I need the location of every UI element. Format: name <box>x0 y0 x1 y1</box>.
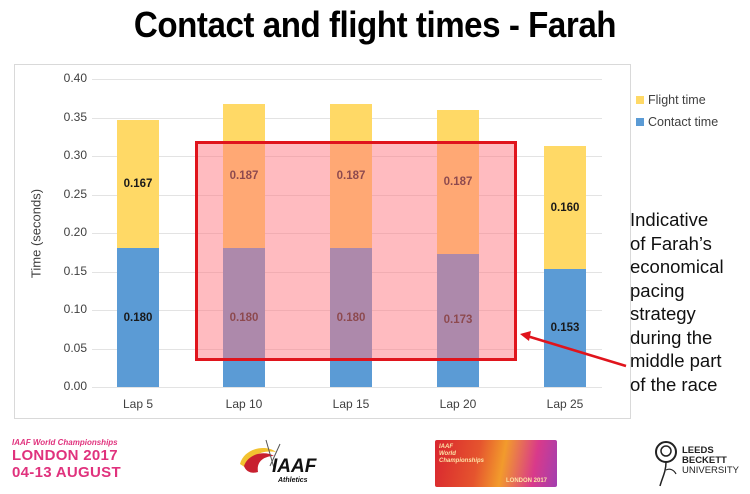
logo-text: LEEDS BECKETT UNIVERSITY <box>682 446 739 476</box>
logo-text: 04-13 AUGUST <box>12 464 121 481</box>
logo-text: LONDON 2017 <box>505 478 547 484</box>
sponsor-logos: IAAF World Championships LONDON 2017 04-… <box>0 420 750 494</box>
legend: Flight time Contact time <box>636 89 718 133</box>
y-tick-label: 0.25 <box>63 187 87 201</box>
leeds-beckett-logo: LEEDS BECKETT UNIVERSITY <box>652 436 747 488</box>
x-tick-label: Lap 20 <box>439 397 477 411</box>
annotation-line: middle part <box>630 350 722 371</box>
annotation-text: Indicative of Farah’s economical pacing … <box>630 208 724 396</box>
logo-text: Championships <box>439 458 485 464</box>
annotation-line: pacing <box>630 279 685 301</box>
legend-label: Flight time <box>648 93 706 107</box>
x-tick-label: Lap 25 <box>546 397 584 411</box>
annotation-line: economical <box>630 256 724 277</box>
annotation-line: of Farah’s <box>630 232 712 254</box>
gridline <box>92 387 602 388</box>
x-tick-label: Lap 15 <box>332 397 370 411</box>
contact-swatch-icon <box>636 118 644 126</box>
highlight-box <box>195 141 517 361</box>
y-tick-label: 0.15 <box>63 264 87 278</box>
legend-item-flight: Flight time <box>636 89 718 111</box>
annotation-line: during the <box>630 326 713 348</box>
london-2017-logo: IAAF World Championships LONDON 2017 04-… <box>12 438 121 481</box>
x-tick-label: Lap 10 <box>225 397 263 411</box>
iaaf-logo-icon: IAAF Athletics <box>240 439 318 484</box>
logo-text: UNIVERSITY <box>682 465 740 476</box>
legend-label: Contact time <box>648 115 719 129</box>
logo-text: BECKETT <box>682 455 727 466</box>
logo-text: IAAF World Championships <box>12 438 118 447</box>
x-tick-label: Lap 5 <box>122 397 154 411</box>
logo-text: LONDON 2017 <box>12 447 118 464</box>
logo-text: LEEDS <box>682 445 714 456</box>
annotation-line: of the race <box>630 373 718 395</box>
contact-segment: 0.153 <box>544 269 586 387</box>
world-championships-logo: IAAF World Championships LONDON 2017 <box>435 440 557 487</box>
y-tick-label: 0.00 <box>63 379 87 393</box>
svg-text:Athletics: Athletics <box>277 477 308 484</box>
flight-swatch-icon <box>636 96 644 104</box>
flight-segment: 0.160 <box>544 145 586 270</box>
y-tick-label: 0.20 <box>63 225 87 239</box>
legend-item-contact: Contact time <box>636 111 718 133</box>
y-tick-label: 0.40 <box>63 71 87 85</box>
gridline <box>92 79 602 80</box>
logo-text: IAAF World Championships <box>439 444 484 465</box>
flight-segment: 0.167 <box>117 119 159 249</box>
contact-segment: 0.180 <box>117 248 159 387</box>
rose-icon <box>655 441 677 487</box>
y-tick-label: 0.30 <box>63 148 87 162</box>
logo-text: World <box>439 451 456 457</box>
annotation-line: Indicative <box>630 209 709 230</box>
y-tick-label: 0.10 <box>63 302 87 316</box>
annotation-line: strategy <box>630 303 696 324</box>
chart-title: Contact and flight times - Farah <box>133 4 617 45</box>
svg-text:IAAF: IAAF <box>272 456 318 477</box>
logo-text: IAAF <box>439 444 453 450</box>
y-tick-label: 0.05 <box>63 341 87 355</box>
y-tick-label: 0.35 <box>63 110 87 124</box>
